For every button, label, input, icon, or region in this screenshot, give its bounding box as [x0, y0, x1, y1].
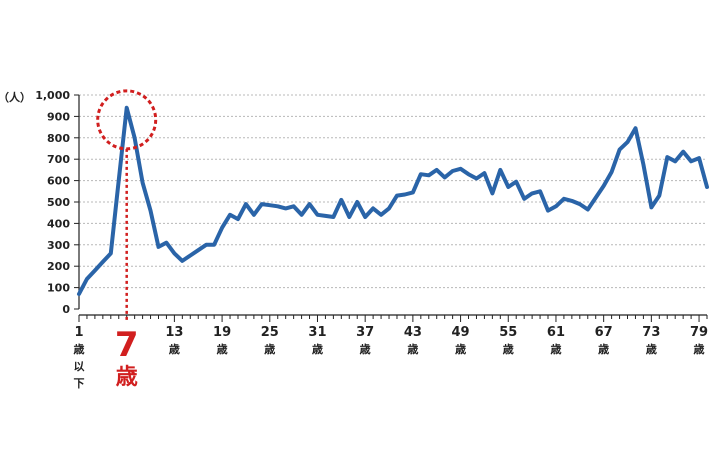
x-tick-label: 25 — [261, 325, 279, 340]
y-tick-label: 300 — [47, 239, 70, 252]
gridlines — [79, 94, 707, 289]
highlight-age-number: 7 — [115, 325, 139, 365]
x-tick-label: 歳 — [407, 342, 418, 356]
y-tick-label: 1,000 — [35, 89, 70, 102]
x-tick-label: 37 — [356, 325, 374, 340]
axes — [74, 94, 708, 322]
x-tick-label: 61 — [547, 325, 565, 340]
x-tick-label: 歳 — [503, 342, 514, 356]
x-tick-label: 歳 — [312, 342, 323, 356]
x-tick-label: 79 — [690, 325, 708, 340]
y-tick-label: 100 — [47, 282, 70, 295]
x-tick-label: 73 — [642, 325, 660, 340]
x-tick-label: 歳 — [646, 342, 657, 356]
y-tick-label: 800 — [47, 132, 70, 145]
y-tick-label: 0 — [62, 303, 70, 316]
x-tick-label: 歳 — [550, 342, 561, 356]
y-tick-label: 600 — [47, 175, 70, 188]
y-tick-label: 500 — [47, 196, 70, 209]
y-unit-label: （人） — [0, 90, 31, 104]
x-tick-label: 以 — [74, 360, 85, 373]
highlight-age-unit: 歳 — [116, 365, 138, 390]
y-tick-label: 200 — [47, 260, 70, 273]
x-tick-label: 1 — [74, 325, 83, 340]
x-tick-label: 歳 — [217, 342, 228, 356]
series-line — [77, 105, 709, 296]
series-lines — [77, 105, 709, 296]
x-tick-label: 31 — [308, 325, 326, 340]
x-tick-label: 49 — [452, 325, 470, 340]
x-tick-label: 67 — [595, 325, 613, 340]
y-tick-labels: 0 100 200 300 400 500 600 700 800 900 1,000 — [35, 89, 70, 316]
x-tick-label: 歳 — [264, 342, 275, 356]
y-tick-label: 700 — [47, 153, 70, 166]
x-tick-label: 歳 — [74, 342, 85, 356]
x-tick-label: 13 — [165, 325, 183, 340]
x-tick-label: 55 — [499, 325, 517, 340]
x-tick-label: 歳 — [694, 342, 705, 356]
y-tick-label: 900 — [47, 110, 70, 123]
x-tick-label: 歳 — [169, 342, 180, 356]
highlight-annotation: 7歳 — [96, 89, 158, 390]
x-tick-label: 下 — [74, 377, 85, 390]
x-tick-label: 歳 — [455, 342, 466, 356]
x-tick-label: 歳 — [598, 342, 609, 356]
y-tick-label: 400 — [47, 217, 70, 230]
x-tick-label: 43 — [404, 325, 422, 340]
x-tick-label: 19 — [213, 325, 231, 340]
x-tick-label: 歳 — [360, 342, 371, 356]
